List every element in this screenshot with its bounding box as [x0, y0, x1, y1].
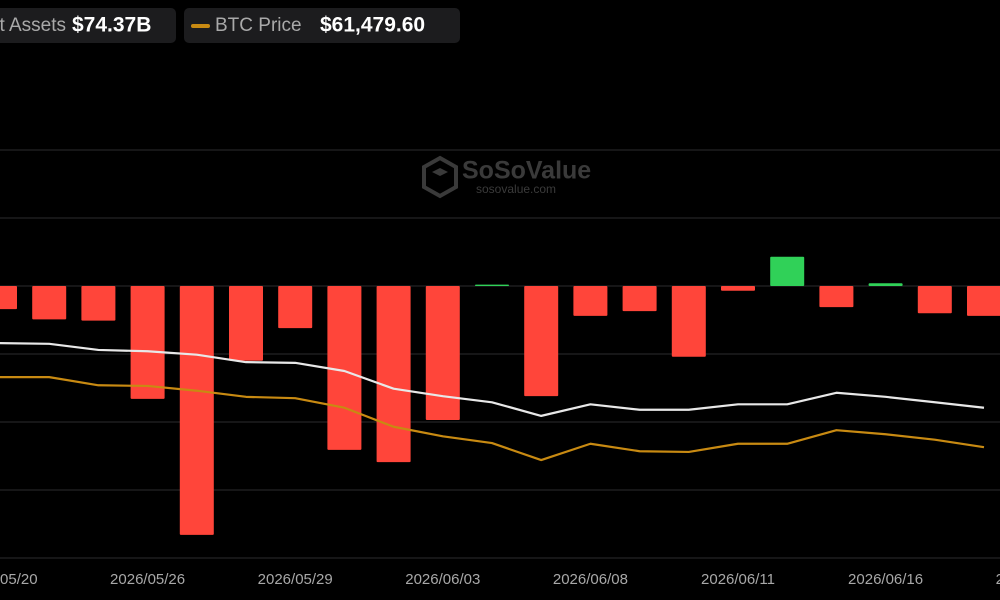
legend-pill — [184, 8, 460, 43]
watermark: SoSoValue sosovalue.com — [422, 155, 591, 199]
legend-pill — [0, 8, 176, 43]
bar — [524, 286, 559, 397]
legend-name: BTC Price — [215, 15, 302, 36]
bar — [130, 286, 165, 399]
bar — [327, 286, 362, 450]
legend-value: $74.37B — [72, 14, 151, 37]
x-tick-label: 2026/06/11 — [701, 571, 775, 588]
bar — [770, 256, 805, 286]
bar — [32, 286, 67, 320]
line-series — [0, 342, 985, 417]
x-tick-label: 2026/05/20 — [0, 571, 38, 588]
legend: Total Net Assets $74.37B BTC Price $61,4… — [0, 8, 460, 43]
x-tick-label: 2026/06/16 — [848, 571, 923, 588]
bar — [671, 286, 706, 357]
bar — [917, 286, 952, 314]
legend-value: $61,479.60 — [320, 14, 425, 37]
bar — [425, 286, 460, 420]
lines — [0, 342, 985, 462]
watermark-subtitle: sosovalue.com — [476, 182, 556, 196]
bar — [81, 286, 116, 321]
line-series — [0, 376, 985, 462]
bar — [721, 286, 755, 291]
x-tick-label: 2026/06/19 — [996, 571, 1000, 588]
watermark-logo — [422, 155, 458, 199]
bar — [475, 284, 509, 286]
bar — [868, 283, 903, 286]
legend-name: Total Net Assets — [0, 15, 66, 36]
x-tick-label: 2026/06/03 — [405, 571, 480, 588]
bars — [0, 256, 1000, 535]
grid — [0, 149, 1000, 559]
bar — [179, 286, 214, 535]
bar — [573, 286, 608, 316]
x-tick-label: 2026/05/26 — [110, 571, 185, 588]
bar — [376, 286, 411, 463]
bar — [0, 286, 17, 310]
watermark-title: SoSoValue — [462, 157, 591, 185]
bar — [819, 286, 854, 308]
bar — [622, 286, 657, 312]
x-tick-label: 2026/05/29 — [258, 571, 333, 588]
bar — [229, 286, 263, 361]
x-tick-label: 2026/06/08 — [553, 571, 628, 588]
x-axis: 2026/05/20 2026/05/26 2026/05/29 2026/06/03… — [0, 571, 1000, 588]
bar — [278, 286, 313, 329]
bar — [967, 286, 1000, 316]
